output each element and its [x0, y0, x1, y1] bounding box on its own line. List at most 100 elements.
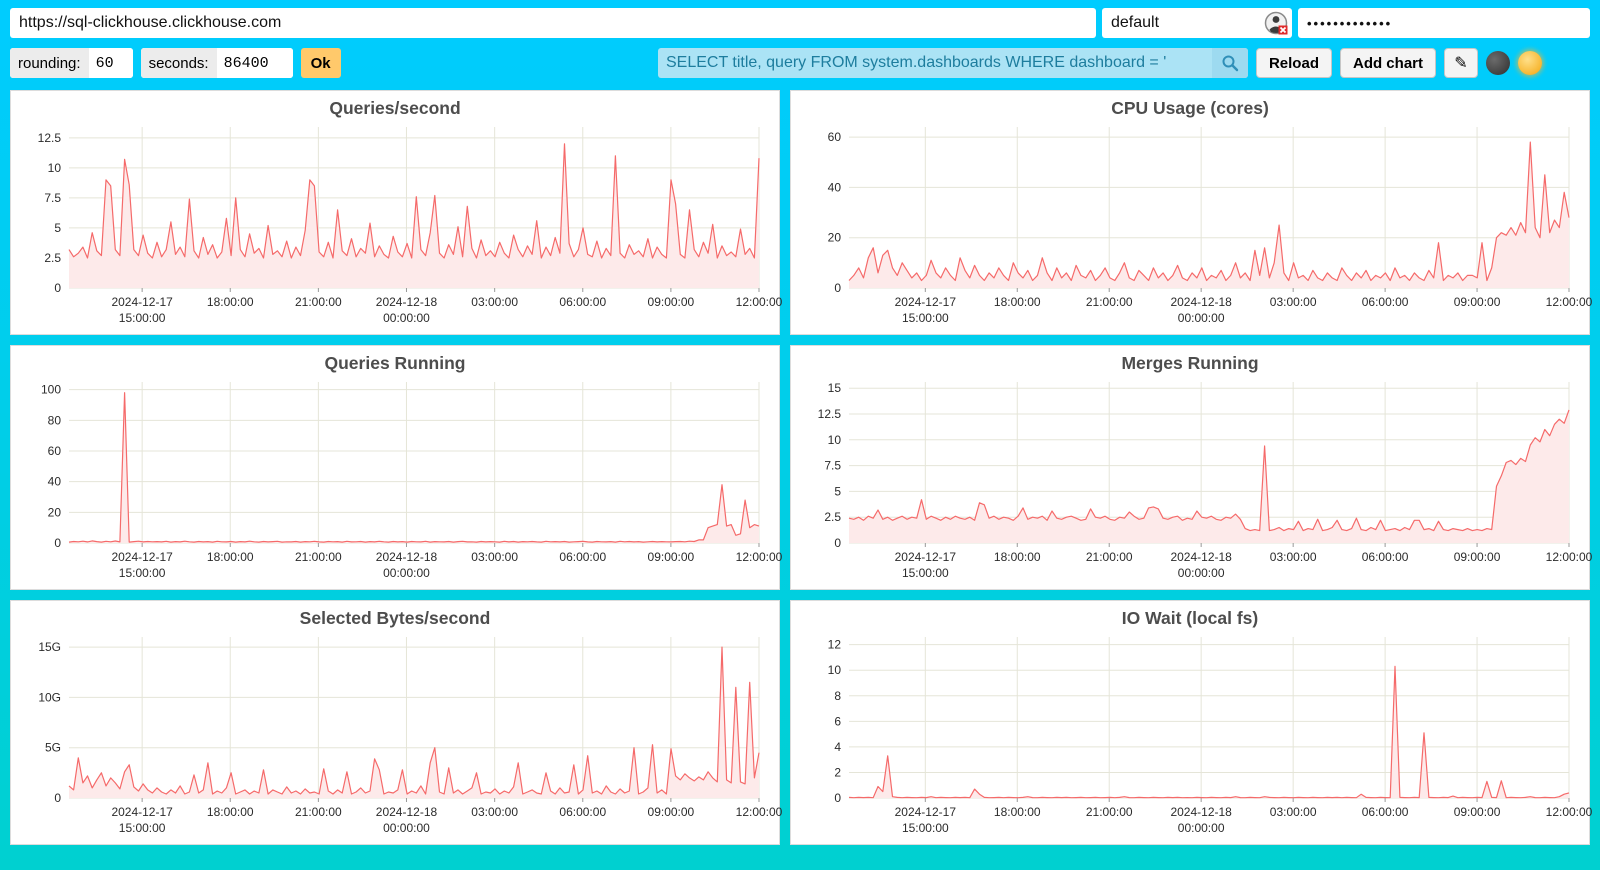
- svg-text:12:00:00: 12:00:00: [736, 805, 783, 819]
- chart-plot-queries-running[interactable]: 0 20 40 60 80 100 2024-12-17 15:00:00 18:00:00 21…: [11, 346, 783, 589]
- svg-text:18:00:00: 18:00:00: [207, 295, 254, 309]
- seconds-input[interactable]: [216, 48, 293, 78]
- password-input[interactable]: [1298, 8, 1590, 38]
- svg-text:09:00:00: 09:00:00: [648, 805, 695, 819]
- svg-text:2.5: 2.5: [824, 510, 841, 524]
- svg-text:06:00:00: 06:00:00: [1362, 295, 1409, 309]
- svg-text:15: 15: [828, 381, 842, 395]
- chart-card-io-wait: 0 2 4 6 8 10 12 2024-12-17 15:00:00 18:00:00 21:00…: [790, 600, 1593, 845]
- svg-text:15:00:00: 15:00:00: [119, 821, 166, 835]
- server-url-input[interactable]: [10, 8, 1096, 38]
- pencil-icon: ✎: [1454, 55, 1468, 72]
- svg-text:4: 4: [834, 740, 841, 754]
- dark-theme-moon-icon[interactable]: [1486, 51, 1510, 75]
- svg-text:2024-12-17: 2024-12-17: [111, 550, 173, 564]
- light-theme-sun-icon[interactable]: [1518, 51, 1542, 75]
- svg-text:7.5: 7.5: [44, 191, 61, 205]
- chart-card-queries-per-second: 0 2.5 5 7.5 10 12.5 2024-12-17 15:00:00 18:00:00…: [10, 90, 783, 335]
- svg-text:03:00:00: 03:00:00: [1270, 550, 1317, 564]
- svg-text:2024-12-18: 2024-12-18: [376, 295, 438, 309]
- svg-text:12:00:00: 12:00:00: [736, 550, 783, 564]
- svg-text:03:00:00: 03:00:00: [471, 805, 518, 819]
- svg-text:10: 10: [828, 433, 842, 447]
- dashboard-query-field: [657, 48, 1248, 78]
- svg-text:20: 20: [48, 505, 62, 519]
- svg-text:09:00:00: 09:00:00: [648, 550, 695, 564]
- svg-text:21:00:00: 21:00:00: [1086, 550, 1133, 564]
- svg-text:2024-12-17: 2024-12-17: [111, 295, 173, 309]
- connection-row: [10, 8, 1590, 38]
- svg-text:2024-12-18: 2024-12-18: [376, 550, 438, 564]
- search-button[interactable]: [1211, 48, 1248, 78]
- svg-text:12:00:00: 12:00:00: [1546, 805, 1593, 819]
- svg-text:00:00:00: 00:00:00: [383, 311, 430, 325]
- chart-plot-merges-running[interactable]: 0 2.5 5 7.5 10 12.5 15 2024-12-17 15:00:00 18:00:…: [791, 346, 1593, 589]
- svg-text:15:00:00: 15:00:00: [119, 311, 166, 325]
- svg-text:40: 40: [48, 475, 62, 489]
- svg-text:12:00:00: 12:00:00: [1546, 295, 1593, 309]
- svg-text:00:00:00: 00:00:00: [1178, 311, 1225, 325]
- chart-plot-selected-bytes[interactable]: 0 5G 10G 15G 2024-12-17 15:00:00 18:00:00 21:00…: [11, 601, 783, 844]
- chart-plot-cpu-usage[interactable]: 0 20 40 60 2024-12-17 15:00:00 18:00:00 21:00:0…: [791, 91, 1593, 334]
- svg-text:15:00:00: 15:00:00: [902, 821, 949, 835]
- svg-text:2024-12-17: 2024-12-17: [895, 295, 957, 309]
- dashboard-query-input[interactable]: [657, 48, 1212, 78]
- username-input[interactable]: [1102, 8, 1292, 38]
- seconds-field: seconds:: [140, 48, 293, 78]
- svg-text:18:00:00: 18:00:00: [207, 550, 254, 564]
- svg-text:8: 8: [834, 689, 841, 703]
- svg-text:5G: 5G: [45, 741, 61, 755]
- rounding-input[interactable]: [88, 48, 133, 78]
- svg-text:100: 100: [41, 383, 61, 397]
- edit-button[interactable]: ✎: [1444, 48, 1478, 78]
- chart-card-queries-running: 0 20 40 60 80 100 2024-12-17 15:00:00 18:00:00 21…: [10, 345, 783, 590]
- svg-text:18:00:00: 18:00:00: [994, 550, 1041, 564]
- svg-text:10: 10: [828, 663, 842, 677]
- svg-text:06:00:00: 06:00:00: [559, 295, 606, 309]
- svg-text:18:00:00: 18:00:00: [207, 805, 254, 819]
- controls-row: rounding: seconds: Ok Reload Add chart ✎: [10, 48, 1590, 78]
- svg-text:00:00:00: 00:00:00: [1178, 566, 1225, 580]
- svg-text:2024-12-18: 2024-12-18: [1170, 805, 1232, 819]
- svg-text:21:00:00: 21:00:00: [1086, 295, 1133, 309]
- svg-text:00:00:00: 00:00:00: [383, 821, 430, 835]
- reload-button[interactable]: Reload: [1255, 48, 1332, 78]
- svg-text:10: 10: [48, 161, 62, 175]
- svg-text:21:00:00: 21:00:00: [295, 550, 342, 564]
- svg-text:09:00:00: 09:00:00: [1454, 550, 1501, 564]
- chart-plot-queries-per-second[interactable]: 0 2.5 5 7.5 10 12.5 2024-12-17 15:00:00 18:00:00…: [11, 91, 783, 334]
- svg-text:2024-12-18: 2024-12-18: [1170, 550, 1232, 564]
- svg-text:06:00:00: 06:00:00: [1362, 805, 1409, 819]
- add-chart-button[interactable]: Add chart: [1339, 48, 1436, 78]
- svg-text:60: 60: [48, 444, 62, 458]
- svg-text:6: 6: [834, 714, 841, 728]
- charts-grid: 0 2.5 5 7.5 10 12.5 2024-12-17 15:00:00 18:00:00…: [10, 90, 1593, 845]
- svg-text:2: 2: [834, 765, 841, 779]
- svg-text:20: 20: [828, 231, 842, 245]
- svg-text:2.5: 2.5: [44, 251, 61, 265]
- user-blocked-icon[interactable]: [1264, 11, 1288, 35]
- magnifier-icon: [1222, 55, 1239, 72]
- svg-text:06:00:00: 06:00:00: [559, 805, 606, 819]
- svg-text:06:00:00: 06:00:00: [559, 550, 606, 564]
- svg-text:2024-12-17: 2024-12-17: [111, 805, 173, 819]
- svg-text:12: 12: [828, 638, 842, 652]
- rounding-field: rounding:: [10, 48, 133, 78]
- chart-card-cpu-usage: 0 20 40 60 2024-12-17 15:00:00 18:00:00 21:00:0…: [790, 90, 1593, 335]
- svg-text:0: 0: [54, 281, 61, 295]
- svg-text:09:00:00: 09:00:00: [1454, 805, 1501, 819]
- svg-text:0: 0: [54, 536, 61, 550]
- seconds-label: seconds:: [140, 48, 217, 78]
- svg-text:03:00:00: 03:00:00: [471, 295, 518, 309]
- svg-text:09:00:00: 09:00:00: [1454, 295, 1501, 309]
- ok-button[interactable]: Ok: [300, 48, 341, 78]
- svg-text:00:00:00: 00:00:00: [383, 566, 430, 580]
- svg-text:7.5: 7.5: [824, 459, 841, 473]
- svg-text:0: 0: [834, 791, 841, 805]
- svg-text:40: 40: [828, 180, 842, 194]
- chart-plot-io-wait[interactable]: 0 2 4 6 8 10 12 2024-12-17 15:00:00 18:00:00 21:00…: [791, 601, 1593, 844]
- svg-text:21:00:00: 21:00:00: [295, 805, 342, 819]
- svg-text:12.5: 12.5: [38, 131, 62, 145]
- svg-text:18:00:00: 18:00:00: [994, 295, 1041, 309]
- svg-text:0: 0: [54, 791, 61, 805]
